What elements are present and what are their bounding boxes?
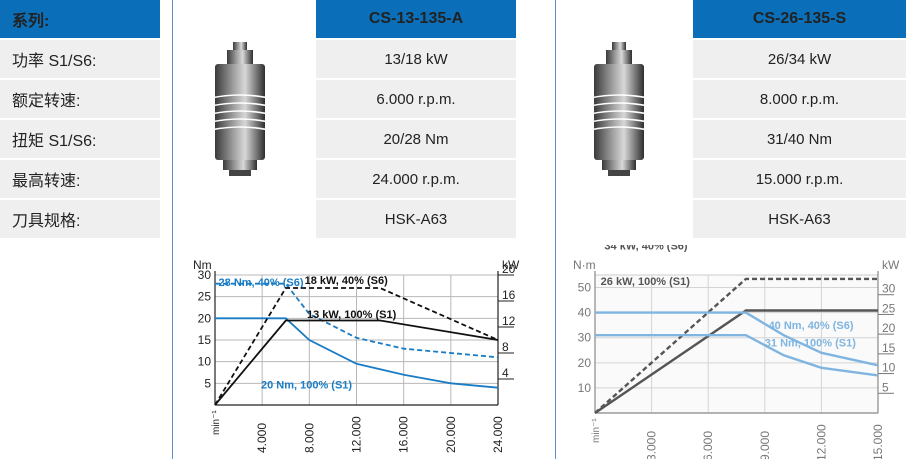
plot-area [594,274,879,414]
series-line [594,277,878,414]
y-left-tick-label: 30 [198,268,212,282]
y-left-tick-label: 40 [578,306,592,320]
y-left-tick-label: 25 [198,290,212,304]
series-header: 系列: [0,0,160,38]
series-line [595,311,879,367]
y-left-tick-label: 20 [198,311,212,325]
y-left-tick-label: 5 [204,376,211,390]
x-tick-label: 8.000 [302,423,316,453]
y-right-tick-label: 4 [502,366,509,380]
series-line [595,334,879,377]
label-tool-holder: 刀具规格: [0,200,160,238]
y-right-tick-label: 20 [502,262,516,276]
y-right-tick-label: 10 [882,361,896,375]
x-tick-label: 24.000 [491,416,505,453]
x-tick-label: 3.000 [645,431,659,459]
x-tick-label: 15.000 [871,424,885,459]
x-tick-label: 12.000 [350,416,364,453]
series-label: 31 Nm, 100% (S1) [765,338,856,350]
y-right-axis-label: kW [882,258,900,272]
model-header: CS-13-135-A [316,0,516,38]
spec-power: 26/34 kW [693,40,906,78]
y-left-axis-label: N·m [573,258,596,272]
x-tick-label: 9.000 [758,431,772,459]
spec-rated-speed: 8.000 r.p.m. [693,80,906,118]
model-header: CS-26-135-S [693,0,906,38]
y-left-tick-label: 10 [578,381,592,395]
y-left-tick-label: 50 [578,281,592,295]
y-right-tick-label: 25 [882,301,896,315]
series-line [215,317,499,389]
x-tick-label: 12.000 [814,424,828,459]
y-right-tick-label: 20 [882,321,896,335]
label-torque: 扭矩 S1/S6: [0,120,160,158]
series-line [215,282,499,359]
spec-max-speed: 24.000 r.p.m. [316,160,516,198]
series-label: 20 Nm, 100% (S1) [261,380,352,392]
series-line [214,287,499,406]
y-right-tick-label: 8 [502,340,509,354]
series-label: 18 kW, 40% (S6) [305,275,388,287]
x-tick-label: 4.000 [255,423,269,453]
column-divider [555,0,556,459]
y-right-tick-label: 16 [502,288,516,302]
spec-tool-holder: HSK-A63 [693,200,906,238]
series-label: 34 kW, 40% (S6) [604,245,687,252]
y-right-tick-label: 5 [882,380,889,394]
performance-chart-1: 4.000 8.000 12.000 16.000 20.000 24.000 min⁻¹ 5… [193,258,520,453]
spec-torque: 20/28 Nm [316,120,516,158]
x-unit-label: min⁻¹ [591,418,602,443]
label-rated-speed: 额定转速: [0,80,160,118]
spec-max-speed: 15.000 r.p.m. [693,160,906,198]
spec-power: 13/18 kW [316,40,516,78]
y-left-tick-label: 30 [578,331,592,345]
series-line [594,309,878,414]
x-tick-label: 16.000 [397,416,411,453]
y-right-tick-label: 12 [502,314,516,328]
y-left-tick-label: 20 [578,356,592,370]
y-right-tick-label: 15 [882,341,896,355]
series-label: 26 kW, 100% (S1) [601,276,691,288]
y-left-tick-label: 15 [198,333,212,347]
y-left-tick-label: 10 [198,355,212,369]
spindle-motor-image [205,40,275,185]
spindle-motor-image [584,40,654,185]
spec-torque: 31/40 Nm [693,120,906,158]
series-label: 13 kW, 100% (S1) [307,309,397,321]
y-right-axis-label: kW [502,258,520,272]
performance-chart-2: 3.000 6.000 9.000 12.000 15.000 min⁻¹ 10 20 30 40… [573,245,900,459]
x-tick-label: 6.000 [701,431,715,459]
series-label: 40 Nm, 40% (S6) [769,320,854,332]
x-unit-label: min⁻¹ [211,410,222,435]
y-left-axis-label: Nm [193,258,212,272]
spec-rated-speed: 6.000 r.p.m. [316,80,516,118]
spec-tool-holder: HSK-A63 [316,200,516,238]
series-line [214,319,499,406]
series-label: 28 Nm, 40% (S6) [219,277,304,289]
column-divider [172,0,173,459]
label-power: 功率 S1/S6: [0,40,160,78]
x-tick-label: 20.000 [444,416,458,453]
y-right-tick-label: 30 [882,282,896,296]
label-max-speed: 最高转速: [0,160,160,198]
